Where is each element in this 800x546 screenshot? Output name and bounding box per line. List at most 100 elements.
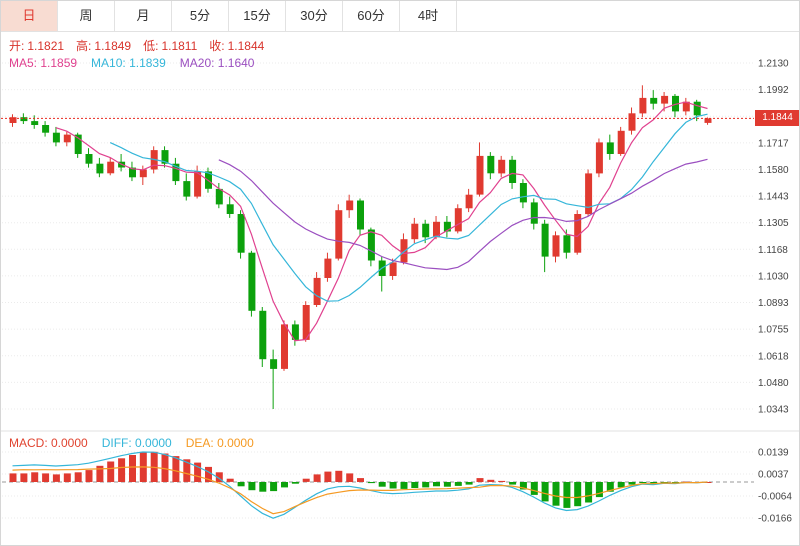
candle-body <box>63 134 71 143</box>
timeframe-toolbar: 日周月 5分 15分 30分 60分 4时 <box>1 1 799 32</box>
macd-bar <box>606 482 614 492</box>
candle-body <box>443 221 451 232</box>
tab-monthly[interactable]: 月 <box>115 1 172 31</box>
high-value: 1.1849 <box>94 39 132 53</box>
macd-bar <box>411 482 419 488</box>
candle-body <box>650 97 658 104</box>
tab-5min[interactable]: 5分 <box>172 1 229 31</box>
candle-body <box>270 359 278 369</box>
macd-bar <box>585 482 593 503</box>
candle-body <box>183 181 191 197</box>
candle-body <box>541 223 549 257</box>
tab-30min[interactable]: 30分 <box>286 1 343 31</box>
macd-bar <box>291 482 299 484</box>
macd-bar <box>52 474 60 482</box>
macd-bar <box>335 470 343 482</box>
tab-15min[interactable]: 15分 <box>229 1 286 31</box>
candle-body <box>42 125 50 133</box>
y-axis-label: 1.0755 <box>758 325 789 336</box>
diff-line <box>12 451 708 519</box>
candle-body <box>606 142 614 154</box>
candle-body <box>465 194 473 209</box>
tab-daily[interactable]: 日 <box>1 1 58 31</box>
macd-bar <box>9 473 17 482</box>
macd-bar <box>595 482 603 498</box>
macd-bar <box>541 482 549 502</box>
candle-body <box>617 130 625 154</box>
candle-body <box>389 262 397 276</box>
macd-bar <box>530 482 538 495</box>
macd-bar <box>454 482 462 486</box>
low-value: 1.1811 <box>161 39 198 53</box>
tab-weekly[interactable]: 周 <box>58 1 115 31</box>
candle-body <box>226 204 234 214</box>
candle-body <box>628 113 636 131</box>
candle-body <box>552 235 560 257</box>
y-axis-label: 1.0618 <box>758 351 789 362</box>
candle-body <box>139 169 147 178</box>
macd-bar <box>194 462 202 482</box>
macd-bar <box>389 482 397 489</box>
macd-bar <box>205 466 212 482</box>
y-axis-label: 1.0893 <box>758 298 789 309</box>
macd-bar <box>443 482 451 487</box>
macd-bar <box>574 482 582 507</box>
macd-bar <box>129 455 136 482</box>
y-axis-label: 1.1305 <box>758 218 789 229</box>
tab-4hour[interactable]: 4时 <box>400 1 457 31</box>
macd-histogram <box>9 451 712 508</box>
ma20-line <box>218 158 708 271</box>
y-axis-label: 1.1992 <box>758 85 789 96</box>
macd-bar <box>302 478 310 482</box>
macd-bar <box>519 482 527 490</box>
ma10-line <box>109 113 708 302</box>
candle-body <box>281 324 288 369</box>
candle-body <box>20 117 28 122</box>
candle-body <box>172 163 180 182</box>
macd-bar <box>74 472 82 482</box>
candle-body <box>672 95 679 112</box>
y-axis-label: 1.1717 <box>758 138 789 149</box>
candle-body <box>129 167 136 178</box>
macd-bar <box>215 472 223 482</box>
candle-body <box>476 155 484 195</box>
macd-bar <box>183 459 191 482</box>
candle-body <box>194 171 202 197</box>
ohlc-info: 开: 1.1821 高: 1.1849 低: 1.1811 收: 1.1844 <box>9 37 276 54</box>
macd-bar <box>639 482 647 483</box>
macd-bar <box>281 482 288 488</box>
macd-bar <box>96 465 104 482</box>
candle-body <box>563 235 571 253</box>
candle-body <box>595 142 603 174</box>
macd-bar <box>628 482 636 485</box>
candle-body <box>433 221 440 238</box>
high-label: 高: <box>76 39 92 53</box>
ma5-readout: MA5: 1.1859 <box>9 56 78 70</box>
macd-bar <box>433 482 440 487</box>
candle-body <box>693 101 701 116</box>
macd-axis-label: 0.0139 <box>758 448 789 459</box>
macd-bar <box>476 478 484 482</box>
candle-body <box>498 159 506 174</box>
candle-body <box>215 188 223 205</box>
macd-axis-label: -0.0064 <box>758 492 792 503</box>
macd-bar <box>498 480 506 482</box>
candle-body <box>585 173 593 215</box>
macd-bar <box>63 473 71 482</box>
tab-60min[interactable]: 60分 <box>343 1 400 31</box>
macd-bar <box>237 482 245 487</box>
candle-body <box>519 183 527 203</box>
macd-lines <box>12 451 708 519</box>
macd-bar <box>248 482 256 491</box>
y-axis-label: 1.0343 <box>758 405 789 416</box>
candle-body <box>96 163 104 174</box>
candle-body <box>259 310 267 360</box>
macd-bar <box>172 456 180 482</box>
candle-body <box>574 214 582 253</box>
candle-body <box>161 150 169 164</box>
macd-bar <box>378 482 386 487</box>
macd-bar <box>226 478 234 482</box>
candle-body <box>107 161 115 174</box>
